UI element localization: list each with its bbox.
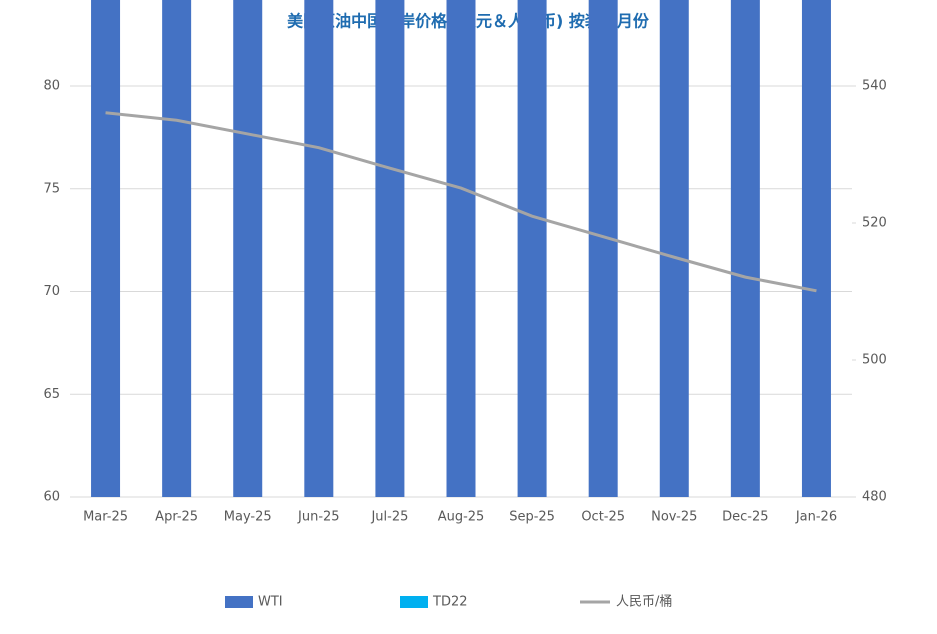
bar	[517, 0, 547, 497]
bar	[446, 0, 476, 497]
x-tick-label: Jul-25	[370, 510, 408, 525]
bar	[801, 0, 831, 497]
x-tick-label: Oct-25	[581, 510, 625, 525]
legend-label: TD22	[432, 595, 468, 610]
x-tick-label: Mar-25	[83, 510, 128, 525]
legend-label: 人民币/桶	[616, 595, 672, 610]
x-tick-label: Sep-25	[509, 510, 555, 525]
y2-tick-label: 500	[862, 353, 887, 368]
x-tick-label: Apr-25	[155, 510, 198, 525]
line	[105, 111, 817, 293]
legend-label: WTI	[258, 595, 283, 610]
legend-swatch	[400, 596, 428, 608]
bar	[659, 0, 689, 497]
x-tick-label: Aug-25	[438, 510, 485, 525]
legend-swatch	[225, 596, 253, 608]
y-tick-label: 70	[43, 284, 60, 299]
y2-tick-label: 480	[862, 490, 887, 505]
x-tick-label: Nov-25	[651, 510, 697, 525]
y2-tick-label: 540	[862, 79, 887, 94]
y-tick-label: 65	[43, 387, 60, 402]
bar	[233, 0, 263, 497]
y2-tick-label: 520	[862, 216, 887, 231]
bar	[162, 0, 192, 497]
bar	[91, 0, 121, 497]
y-tick-label: 75	[43, 181, 60, 196]
x-tick-label: Dec-25	[722, 510, 768, 525]
bar	[588, 0, 618, 497]
y-tick-label: 80	[43, 79, 60, 94]
x-tick-label: May-25	[224, 510, 272, 525]
bar	[304, 0, 334, 497]
x-tick-label: Jan-26	[795, 510, 837, 525]
y-tick-label: 60	[43, 490, 60, 505]
bar	[375, 0, 405, 497]
bar	[730, 0, 760, 497]
x-tick-label: Jun-25	[297, 510, 340, 525]
